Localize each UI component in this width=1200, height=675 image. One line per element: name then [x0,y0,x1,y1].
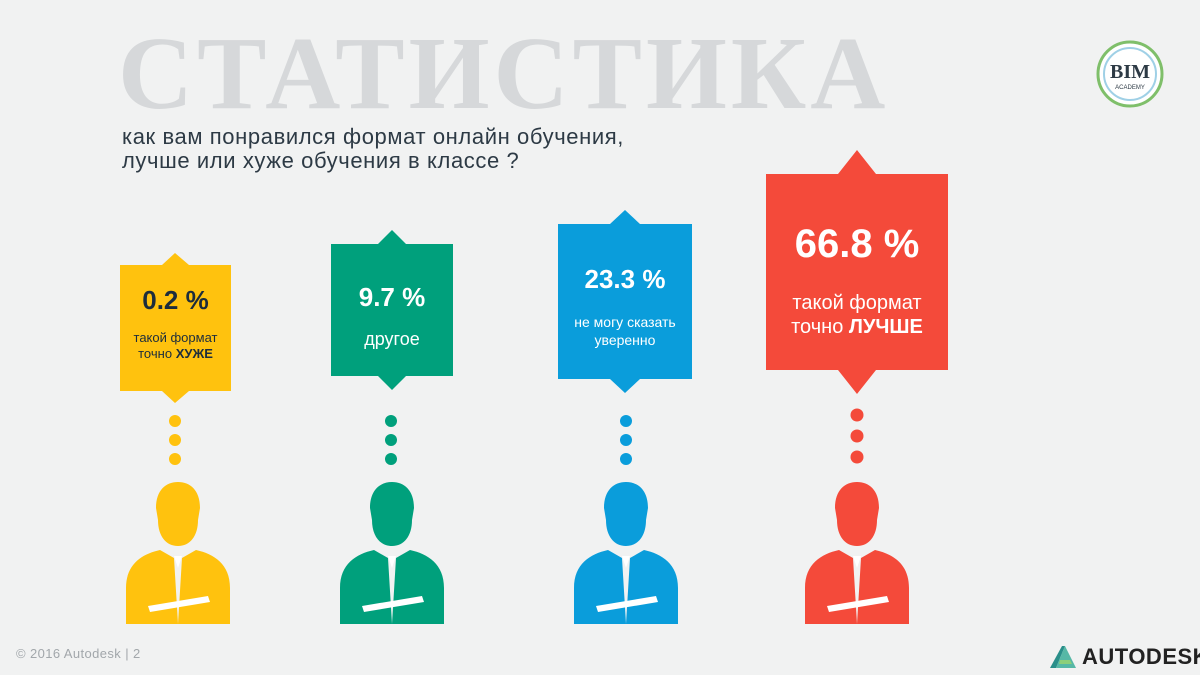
person-silhouette-icon [118,478,238,629]
percent-value: 0.2 % [142,285,209,315]
thought-dots [167,412,183,473]
bubble-shape [120,253,231,403]
thought-dots [383,412,399,473]
option-label: не могу сказать уверенно [574,314,676,348]
thought-dots [618,412,634,473]
bim-academy-logo: BIM ACADEMY [1096,40,1164,108]
percent-value: 66.8 % [794,222,920,266]
person-silhouette-icon [332,478,452,629]
bubble-content: 23.3 % не могу сказать уверенно [558,264,692,349]
option-label: такой формат точно ЛУЧШЕ [791,292,923,338]
question-text: как вам понравился формат онлайн обучени… [122,125,722,173]
footer-copyright: © 2016 Autodesk | 2 [16,646,141,661]
svg-text:ACADEMY: ACADEMY [1115,85,1145,91]
option-bubble-worse: 0.2 % такой формат точно ХУЖЕ [120,253,231,403]
thought-dots [849,405,865,470]
option-bubble-better: 66.8 % такой формат точно ЛУЧШЕ [766,150,948,394]
autodesk-icon [1050,646,1076,668]
percent-value: 9.7 % [358,282,426,312]
question-line-2: лучше или хуже обучения в классе ? [122,148,520,173]
option-bubble-unsure: 23.3 % не могу сказать уверенно [558,210,692,393]
option-bubble-other: 9.7 % другое [331,230,453,390]
person-silhouette-icon [566,478,686,629]
question-line-1: как вам понравился формат онлайн обучени… [122,124,624,149]
option-label: такой формат точно ХУЖЕ [133,330,218,361]
person-silhouette-icon [797,478,917,629]
slide-title-watermark: СТАТИСТИКА [118,16,890,131]
bubble-content: 9.7 % другое [331,282,453,350]
autodesk-wordmark: AUTODESK. [1082,644,1200,669]
percent-value: 23.3 % [584,264,666,294]
bubble-shape [766,150,948,394]
autodesk-logo: AUTODESK. [1050,641,1200,673]
svg-text:BIM: BIM [1110,61,1150,83]
bubble-shape [558,210,692,393]
bubble-content: 0.2 % такой формат точно ХУЖЕ [120,285,231,362]
bubble-shape [331,230,453,390]
option-label: другое [364,329,420,349]
bubble-content: 66.8 % такой формат точно ЛУЧШЕ [766,222,948,339]
